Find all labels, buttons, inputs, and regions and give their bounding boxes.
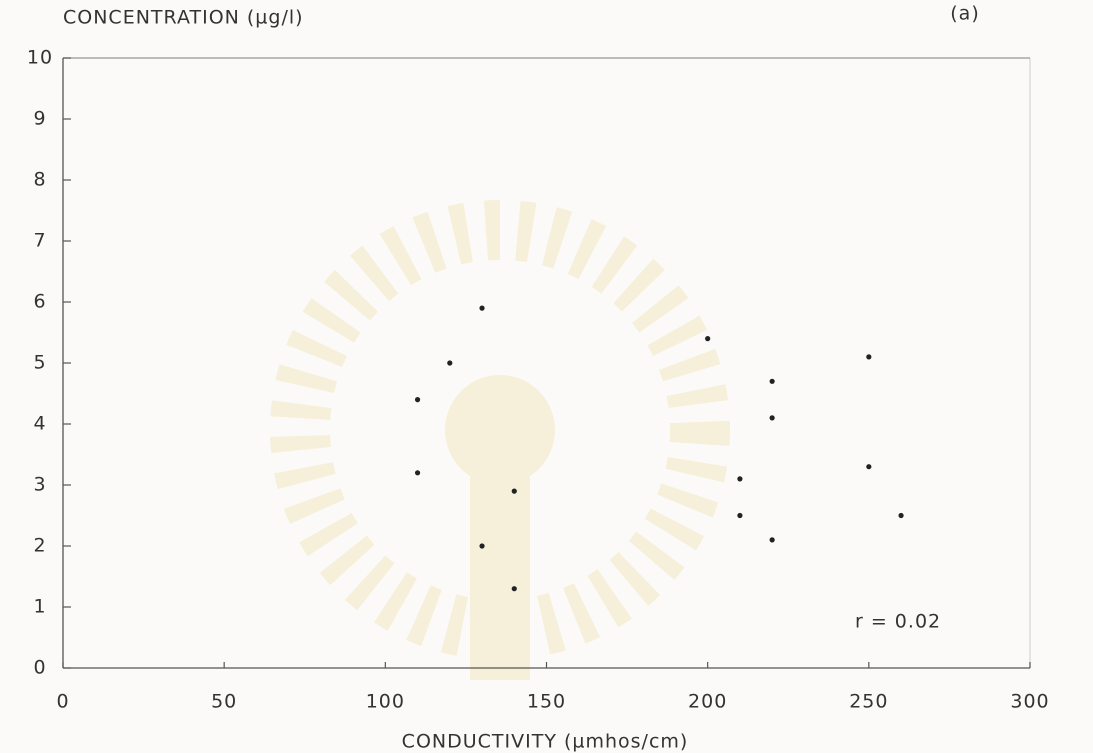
x-tick-label: 200 [688,691,727,713]
y-axis-label: CONCENTRATION (µg/l) [63,7,304,29]
point [769,378,775,384]
y-tick-label: 5 [33,352,46,374]
y-tick-label: 0 [33,657,46,679]
y-tick-label: 7 [33,230,46,252]
x-tick-label: 250 [849,691,888,713]
annotation: r = 0.02 [855,611,941,633]
y-tick-label: 1 [33,596,46,618]
point [737,512,743,519]
y-tick-label: 6 [33,291,46,313]
point [511,488,517,494]
y-tick-label: 2 [33,535,46,557]
point [769,415,775,421]
x-tick-label: 0 [56,691,69,713]
point [414,470,421,476]
point [769,537,775,543]
y-tick-label: 4 [33,413,46,435]
point [479,543,485,549]
x-tick-label: 150 [527,691,566,713]
y-tick-label: 10 [27,47,53,69]
point [898,512,904,519]
point [479,305,485,311]
x-tick-label: 50 [211,691,237,713]
y-tick-label: 3 [33,474,46,496]
x-tick-label: 300 [1010,691,1049,713]
point [511,586,517,592]
watermark [270,200,730,680]
point [414,397,421,403]
y-tick-label: 9 [33,108,46,130]
point [737,476,743,482]
chart-title: (a) [950,3,979,25]
point [447,360,453,366]
x-tick-label: 100 [366,691,405,713]
point [866,464,872,470]
point [705,336,711,342]
point [866,354,872,360]
x-axis-label: CONDUCTIVITY (µmhos/cm) [402,731,689,753]
y-tick-label: 8 [33,169,46,191]
